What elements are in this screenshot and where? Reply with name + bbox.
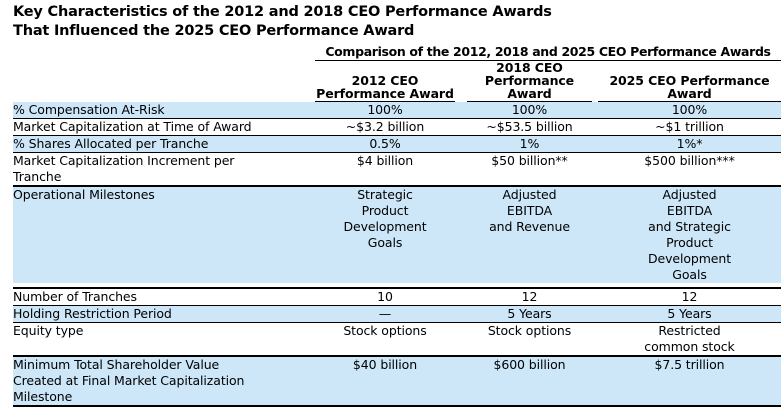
value-2025: $7.5 trillion xyxy=(654,356,725,372)
column-header-2025: 2025 CEO Performance Award xyxy=(598,74,781,102)
value-2018: $50 billion** xyxy=(491,152,568,168)
row-label: Market Capitalization Increment per Tran… xyxy=(13,152,235,184)
table-row-market-cap-increment: Market Capitalization Increment per Tran… xyxy=(13,153,781,187)
column-header-2018: 2018 CEO Performance Award xyxy=(467,61,592,102)
row-label: Minimum Total Shareholder Value Created … xyxy=(13,356,245,404)
value-2018: ~$53.5 billion xyxy=(486,118,573,134)
value-2018: $600 billion xyxy=(493,356,566,372)
table-row-market-cap-at-award: Market Capitalization at Time of Award ~… xyxy=(13,119,781,136)
row-label: Equity type xyxy=(13,322,84,338)
value-2012: 100% xyxy=(367,101,403,117)
row-label: Holding Restriction Period xyxy=(13,305,172,321)
value-2012: Stock options xyxy=(343,322,427,338)
row-label: % Shares Allocated per Tranche xyxy=(13,135,209,151)
value-2012: 0.5% xyxy=(369,135,401,151)
value-2025: $500 billion*** xyxy=(644,152,735,168)
value-2012: Strategic Product Development Goals xyxy=(343,186,427,250)
value-2018: Adjusted EBITDA and Revenue xyxy=(489,186,570,234)
page-title: Key Characteristics of the 2012 and 2018… xyxy=(13,4,552,39)
table-header-row: Comparison of the 2012, 2018 and 2025 CE… xyxy=(13,44,781,61)
table-row-operational-milestones: Operational Milestones Strategic Product… xyxy=(13,186,781,289)
value-2025: ~$1 trillion xyxy=(655,118,724,134)
row-label: Market Capitalization at Time of Award xyxy=(13,118,252,134)
value-2025: 12 xyxy=(681,288,698,304)
value-2018: 1% xyxy=(519,135,540,151)
value-2025: Restricted common stock xyxy=(644,322,735,354)
value-2025: 5 Years xyxy=(667,305,712,321)
table-row-holding-restriction-period: Holding Restriction Period — 5 Years 5 Y… xyxy=(13,305,781,323)
value-2018: 12 xyxy=(521,288,538,304)
table-row-minimum-shareholder-value: Minimum Total Shareholder Value Created … xyxy=(13,356,781,407)
comparison-table: Comparison of the 2012, 2018 and 2025 CE… xyxy=(13,44,781,407)
table-row-compensation-at-risk: % Compensation At-Risk 100% 100% 100% xyxy=(13,101,781,119)
value-2012: 10 xyxy=(377,288,393,304)
row-label: Number of Tranches xyxy=(13,288,137,304)
column-header-2012: 2012 CEO Performance Award xyxy=(315,72,455,102)
value-2018: Stock options xyxy=(487,322,572,338)
column-header-row: 2012 CEO Performance Award 2018 CEO Perf… xyxy=(13,61,781,102)
table-row-number-of-tranches: Number of Tranches 10 12 12 xyxy=(13,289,781,306)
value-2025: 1%* xyxy=(676,135,703,151)
row-label: % Compensation At-Risk xyxy=(13,101,165,117)
value-2012: $4 billion xyxy=(356,152,414,168)
value-2012: — xyxy=(378,305,392,321)
table-row-equity-type: Equity type Stock options Stock options … xyxy=(13,323,781,357)
value-2018: 100% xyxy=(511,101,548,117)
table-header: Comparison of the 2012, 2018 and 2025 CE… xyxy=(315,44,781,61)
document-page: Key Characteristics of the 2012 and 2018… xyxy=(0,3,781,410)
value-2025: Adjusted EBITDA and Strategic Product De… xyxy=(647,186,732,282)
table-row-shares-per-tranche: % Shares Allocated per Tranche 0.5% 1% 1… xyxy=(13,135,781,153)
row-label: Operational Milestones xyxy=(13,186,155,202)
value-2012: ~$3.2 billion xyxy=(345,118,425,134)
value-2012: $40 billion xyxy=(352,356,418,372)
value-2025: 100% xyxy=(671,101,708,117)
value-2018: 5 Years xyxy=(507,305,552,321)
